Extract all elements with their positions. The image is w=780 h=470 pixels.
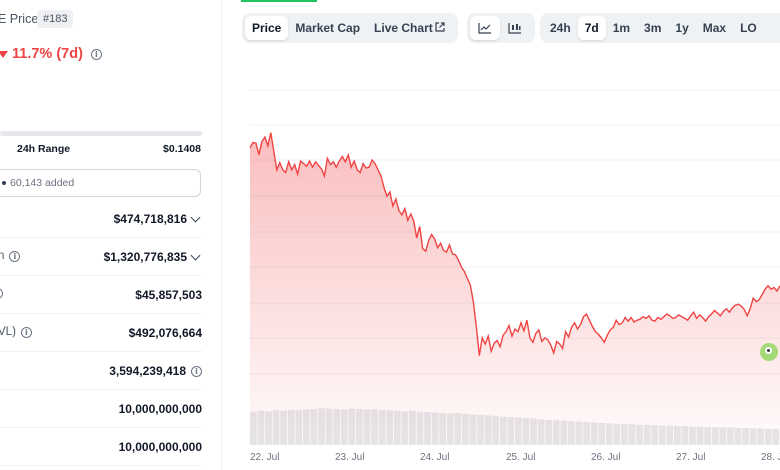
stat-value-wrap: 3,594,239,418 i — [109, 364, 202, 378]
price-change: 11.7% (7d) i — [0, 46, 102, 62]
range-label: 24h Range — [17, 143, 71, 155]
chevron-down-icon[interactable] — [190, 212, 201, 222]
range-3m[interactable]: 3m — [644, 21, 662, 35]
range-log[interactable]: LO — [740, 21, 757, 35]
stat-row-circulating-supply: 3,594,239,418 i — [0, 352, 202, 390]
range-bar — [0, 131, 202, 136]
range-1y[interactable]: 1y — [675, 21, 689, 35]
stat-value-wrap: $474,718,816 — [114, 212, 202, 226]
stat-row-tvl: VL) i $492,076,664 — [0, 314, 202, 352]
price-change-value: 11.7% (7d) — [12, 46, 83, 62]
tab-live-chart-label: Live Chart — [374, 21, 433, 35]
price-area — [250, 132, 780, 445]
range-1m[interactable]: 1m — [612, 21, 631, 35]
stat-row-total-supply: 10,000,000,000 — [0, 390, 202, 428]
coin-stats-panel: E Price #183 11.7% (7d) i 24h Range $0.1… — [0, 0, 222, 470]
candlestick-icon[interactable] — [500, 16, 530, 40]
info-icon[interactable]: i — [90, 48, 102, 60]
stat-row-market-cap[interactable]: $474,718,816 — [0, 200, 202, 238]
stat-label-wrap: VL) i — [0, 326, 32, 338]
stat-value: $474,718,816 — [113, 212, 187, 226]
stat-value: $1,320,776,835 — [103, 250, 187, 264]
watchlist-added-button[interactable]: 60,143 added — [0, 169, 201, 197]
range-max[interactable]: Max — [702, 21, 727, 35]
watchlist-added-text: 60,143 added — [10, 177, 75, 189]
range-high-value: $0.1408 — [163, 143, 201, 155]
price-line — [249, 132, 780, 356]
stat-value: 3,594,239,418 — [109, 364, 186, 378]
stat-value-wrap: $1,320,776,835 — [104, 250, 202, 264]
down-arrow-icon — [0, 50, 8, 58]
tab-live-chart[interactable]: Live Chart — [367, 16, 452, 40]
stat-row-fdv[interactable]: ni $1,320,776,835 — [0, 238, 202, 276]
tab-price[interactable]: Price — [245, 16, 289, 40]
stat-label-wrap: i — [0, 288, 3, 299]
x-tick-label: 22. Jul — [250, 452, 280, 463]
stat-value: $45,857,503 — [135, 288, 202, 302]
stat-label-wrap: ni — [0, 250, 21, 262]
tab-market-cap[interactable]: Market Cap — [295, 21, 361, 35]
x-tick-label: 27. Jul — [676, 452, 706, 463]
info-icon[interactable]: i — [191, 365, 202, 377]
info-icon[interactable]: i — [9, 250, 21, 262]
time-range-tabs: 24h 7d 1m 3m 1y Max LO — [540, 13, 780, 43]
stat-label: VL) — [0, 326, 16, 338]
line-chart-icon[interactable] — [470, 16, 500, 40]
price-chart-panel: Price Market Cap Live Chart 24h 7d 1m 3m… — [222, 0, 780, 470]
x-tick-label: 24. Jul — [420, 452, 450, 463]
x-tick-label: 23. Jul — [335, 452, 365, 463]
x-tick-label: 28. J — [761, 452, 780, 463]
stat-row-volume: i $45,857,503 — [0, 276, 202, 314]
star-icon — [2, 181, 6, 186]
info-icon[interactable]: i — [20, 326, 32, 338]
price-chart[interactable] — [222, 0, 780, 470]
stat-value: $492,076,664 — [128, 326, 202, 340]
coingecko-logo — [760, 343, 778, 361]
stat-value: 10,000,000,000 — [118, 402, 202, 416]
external-link-icon — [435, 18, 445, 42]
stat-row-max-supply: 10,000,000,000 — [0, 428, 202, 466]
active-section-indicator — [241, 0, 317, 2]
chart-view-toggle — [467, 13, 535, 43]
x-tick-label: 25. Jul — [506, 452, 536, 463]
stat-value: 10,000,000,000 — [118, 440, 202, 454]
rank-badge: #183 — [37, 10, 74, 28]
range-7d[interactable]: 7d — [577, 16, 606, 40]
range-24h[interactable]: 24h — [550, 21, 571, 35]
chart-type-tabs: Price Market Cap Live Chart — [242, 13, 458, 43]
x-tick-label: 26. Jul — [591, 452, 621, 463]
price-title: E Price — [0, 12, 39, 26]
info-icon[interactable]: i — [0, 288, 3, 299]
chevron-down-icon[interactable] — [190, 250, 201, 260]
stat-label: n — [0, 250, 4, 262]
